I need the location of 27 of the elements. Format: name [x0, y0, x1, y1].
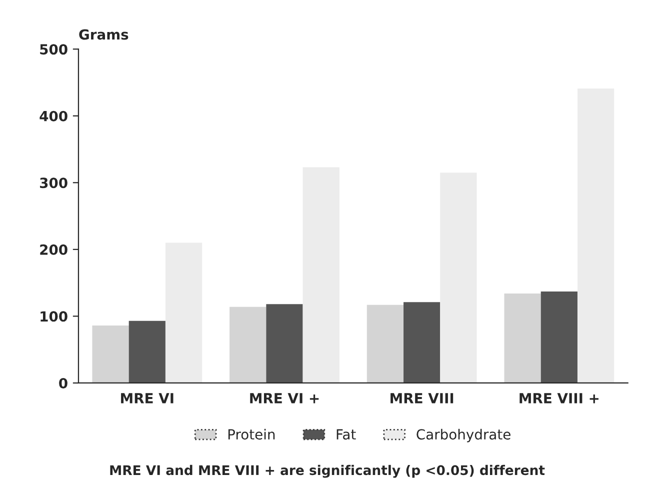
bar	[577, 88, 614, 383]
x-tick-label: MRE VIII	[390, 393, 454, 404]
bar	[366, 304, 404, 383]
legend-label: Carbohydrate	[416, 428, 510, 442]
y-tick-label: 500	[40, 44, 68, 55]
text: MRE VI and MRE VIII + are significantly (p <0.05) different	[110, 464, 545, 478]
x-tick-label: MRE VIII +	[520, 393, 598, 404]
bar	[230, 306, 266, 383]
bar	[440, 172, 477, 383]
y-axis-title: Grams	[79, 29, 128, 40]
bar	[540, 291, 578, 383]
y-tick-label: 0	[59, 378, 68, 388]
bar	[128, 320, 166, 383]
bar	[504, 294, 541, 383]
y-tick-label: 200	[40, 244, 68, 255]
bar	[302, 167, 340, 383]
bar	[165, 242, 202, 383]
y-tick-label: 400	[40, 110, 68, 122]
bar	[404, 302, 440, 383]
bar	[92, 326, 129, 383]
x-tick-label: MRE VI	[121, 393, 174, 404]
y-tick-label: 100	[40, 311, 68, 322]
bar	[266, 304, 303, 383]
x-tick-label: MRE VI +	[250, 393, 319, 404]
legend-label: Protein	[228, 428, 275, 440]
y-tick-label: 300	[40, 178, 68, 188]
legend-label: Fat	[336, 429, 356, 440]
